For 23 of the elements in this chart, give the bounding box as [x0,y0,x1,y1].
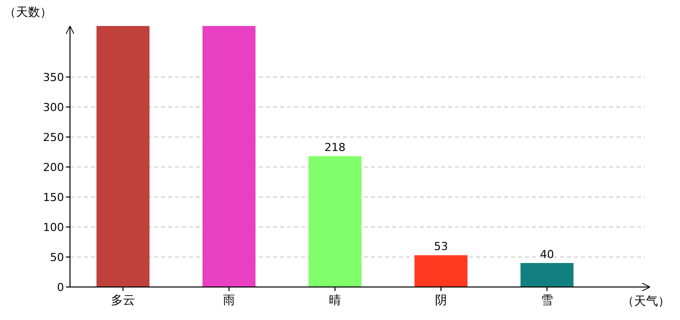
x-axis-title: （天气） [622,294,670,308]
bar [202,26,256,287]
y-tick-label: 250 [43,131,64,144]
x-tick-label: 晴 [329,293,341,307]
bar [308,156,362,287]
data-label: 53 [434,240,448,254]
y-axis-title: （天数） [4,5,52,19]
x-tick-label: 雨 [223,293,235,307]
y-tick-label: 50 [50,251,64,264]
x-tick-label: 多云 [111,293,135,307]
y-tick-label: 150 [43,191,64,204]
bar [520,263,574,287]
y-tick-label: 350 [43,71,64,84]
y-tick-label: 100 [43,221,64,234]
x-tick-label: 阴 [435,293,447,307]
y-tick-label: 0 [57,281,64,294]
data-label: 218 [324,141,346,154]
bar [414,255,468,287]
y-tick-label: 300 [43,101,64,114]
bar [96,26,150,287]
y-tick-label: 200 [43,161,64,174]
data-label: 40 [540,248,554,261]
x-tick-label: 雪 [541,293,553,307]
